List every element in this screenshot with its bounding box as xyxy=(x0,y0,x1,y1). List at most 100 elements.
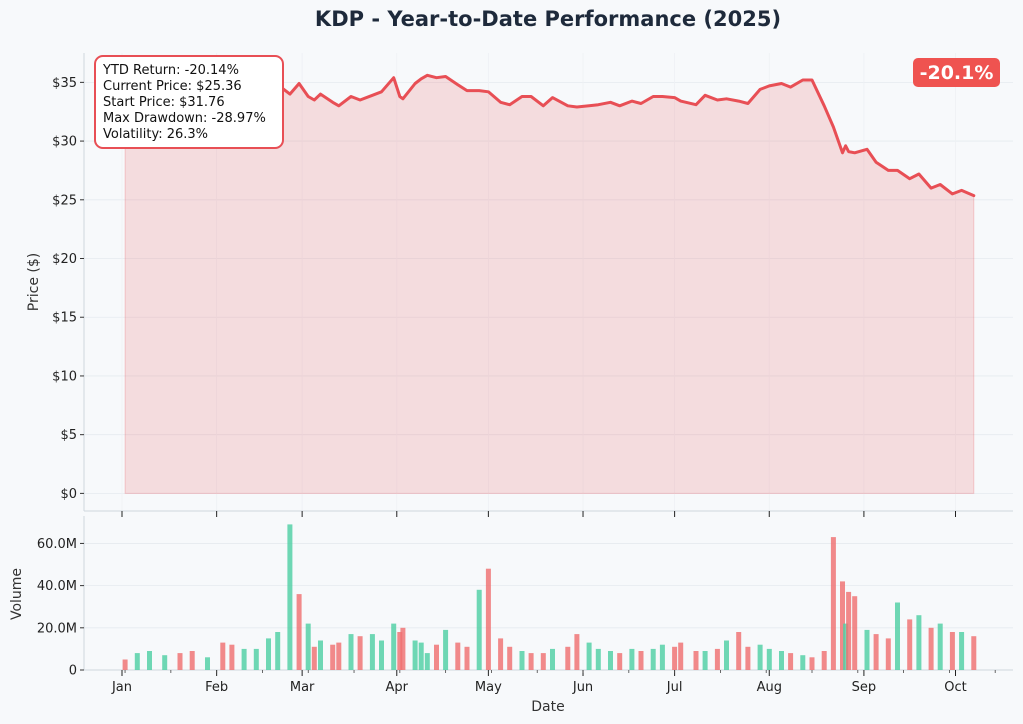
volume-bar xyxy=(843,623,849,670)
volume-bar xyxy=(275,632,281,670)
volume-bar xyxy=(336,642,342,670)
volume-bar xyxy=(229,644,235,670)
price-y-tick-label: $20 xyxy=(52,252,77,267)
volume-bar xyxy=(412,640,418,670)
price-y-tick-label: $15 xyxy=(52,311,77,326)
volume-bar xyxy=(702,651,708,670)
volume-bar xyxy=(498,638,504,670)
volume-bar xyxy=(476,589,482,670)
price-y-axis: $0 $5 $10 $15 $20 $25 $30 $35 xyxy=(52,76,84,502)
volume-bar xyxy=(873,634,879,670)
stats-box: YTD Return: -20.14% Current Price: $25.3… xyxy=(94,55,284,149)
volume-bar xyxy=(800,655,806,670)
volume-bar xyxy=(846,591,852,670)
volume-y-axis-label: Volume xyxy=(9,568,25,620)
volume-bar xyxy=(550,648,555,670)
x-tick-label: Aug xyxy=(757,680,782,695)
ytd-return-badge-background xyxy=(913,58,1000,87)
x-tick-label: Feb xyxy=(205,680,228,695)
price-y-tick-label: $5 xyxy=(60,428,77,443)
volume-bar xyxy=(565,646,571,670)
volume-bar xyxy=(745,646,751,670)
volume-bar xyxy=(134,653,140,670)
volume-y-tick-label: 60.0M xyxy=(37,537,77,552)
stats-ytd-return: YTD Return: -20.14% xyxy=(102,63,239,78)
volume-bar xyxy=(830,537,836,670)
price-area-series xyxy=(123,73,976,494)
volume-bar xyxy=(659,644,665,670)
volume-bar xyxy=(455,642,461,670)
volume-bar xyxy=(852,596,858,670)
volume-bar xyxy=(971,636,977,670)
volume-bar xyxy=(788,653,794,670)
price-y-tick-label: $0 xyxy=(60,487,77,502)
chart-title: KDP - Year-to-Date Performance (2025) xyxy=(315,7,781,31)
x-tick-label: May xyxy=(475,680,502,695)
volume-bar xyxy=(434,644,439,670)
volume-bar xyxy=(608,651,613,670)
volume-bar xyxy=(418,642,424,670)
volume-bar xyxy=(241,648,247,670)
x-tick-label: Mar xyxy=(290,680,315,695)
price-y-tick-label: $35 xyxy=(52,76,77,91)
volume-bar xyxy=(809,657,815,670)
volume-bar xyxy=(864,629,870,670)
volume-bar xyxy=(821,651,827,670)
volume-bar xyxy=(220,642,226,670)
volume-bar xyxy=(296,594,302,670)
volume-y-tick-label: 0 xyxy=(69,664,77,679)
volume-bar xyxy=(400,627,406,670)
volume-y-tick-label: 20.0M xyxy=(37,621,77,636)
volume-bar xyxy=(724,640,729,670)
volume-bar xyxy=(205,657,210,670)
ytd-return-badge-text: -20.1% xyxy=(920,62,994,84)
price-line xyxy=(123,73,976,198)
volume-bar xyxy=(424,653,430,670)
volume-bar xyxy=(779,651,784,670)
x-tick-label: Jul xyxy=(666,680,683,695)
volume-bar xyxy=(937,623,943,670)
volume-bar xyxy=(318,640,323,670)
price-gridlines xyxy=(84,53,1013,511)
volume-bar xyxy=(464,646,470,670)
volume-y-axis: 0 20.0M 40.0M 60.0M xyxy=(37,537,84,679)
volume-bar xyxy=(595,648,601,670)
volume-bar xyxy=(629,648,635,670)
volume-bar xyxy=(714,648,720,670)
volume-bar xyxy=(928,627,934,670)
price-y-tick-label: $30 xyxy=(52,135,77,150)
ytd-return-badge: -20.1% xyxy=(913,58,1000,87)
volume-bar xyxy=(177,653,183,670)
volume-bar xyxy=(949,632,955,670)
volume-panel: 0 20.0M 40.0M 60.0M Jan Feb Mar Apr May Jun Jul Au… xyxy=(9,511,1013,715)
volume-bar xyxy=(305,623,311,670)
price-y-tick-label: $10 xyxy=(52,369,77,384)
volume-bar xyxy=(369,634,375,670)
volume-bar xyxy=(672,646,678,670)
stats-current-price: Current Price: $25.36 xyxy=(103,79,242,94)
volume-bar xyxy=(348,634,354,670)
x-tick-label: Apr xyxy=(386,680,409,695)
volume-bar xyxy=(574,634,580,670)
price-y-axis-label: Price ($) xyxy=(26,253,42,311)
stats-box-frame xyxy=(94,55,284,149)
volume-bar xyxy=(650,648,656,670)
volume-bar xyxy=(443,629,449,670)
volume-bars xyxy=(122,524,977,670)
volume-bar xyxy=(189,651,195,670)
x-axis-label: Date xyxy=(531,699,564,715)
volume-bar xyxy=(330,644,336,670)
volume-bar xyxy=(586,642,592,670)
volume-y-tick-label: 40.0M xyxy=(37,579,77,594)
volume-bar xyxy=(266,638,271,670)
volume-bar xyxy=(907,619,913,670)
volume-bar xyxy=(736,632,742,670)
volume-bar xyxy=(959,632,965,670)
volume-bar xyxy=(379,640,384,670)
volume-bar xyxy=(766,648,772,670)
volume-bar xyxy=(885,638,891,670)
price-y-tick-label: $25 xyxy=(52,193,77,208)
volume-bar xyxy=(840,581,845,670)
stats-volatility: Volatility: 26.3% xyxy=(103,127,208,142)
